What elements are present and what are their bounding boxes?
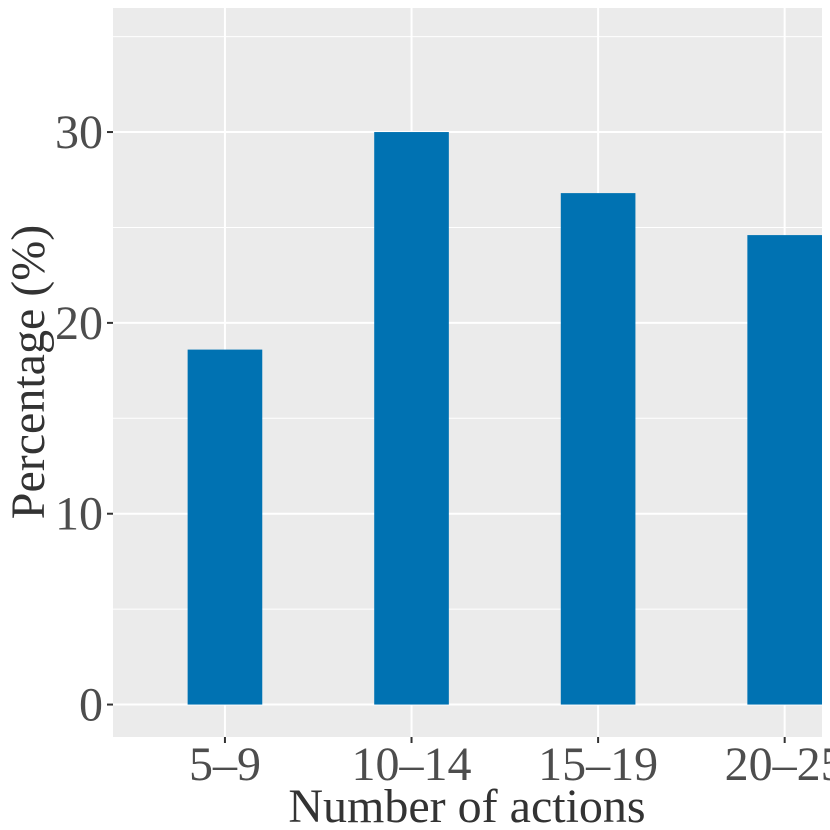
x-tick-label: 20–25 bbox=[725, 738, 830, 791]
y-tick-label: 10 bbox=[55, 488, 103, 541]
x-tick-label: 10–14 bbox=[352, 738, 472, 791]
y-axis-title: Percentage (%) bbox=[2, 225, 55, 520]
x-tick-label: 15–19 bbox=[538, 738, 658, 791]
y-tick-label: 0 bbox=[79, 679, 103, 732]
x-axis-title: Number of actions bbox=[288, 780, 645, 830]
y-tick-label: 20 bbox=[55, 297, 103, 350]
x-tick-label: 5–9 bbox=[189, 738, 261, 791]
bar-4 bbox=[747, 235, 822, 705]
x-axis-ticks: 5–9 10–14 15–19 20–25 bbox=[189, 737, 830, 791]
bar-1 bbox=[187, 349, 263, 705]
y-tick-label: 30 bbox=[55, 106, 103, 159]
y-axis-ticks: 0 10 20 30 bbox=[55, 106, 113, 732]
bars bbox=[187, 132, 822, 705]
bar-2 bbox=[374, 132, 449, 705]
bar-3 bbox=[560, 193, 636, 705]
